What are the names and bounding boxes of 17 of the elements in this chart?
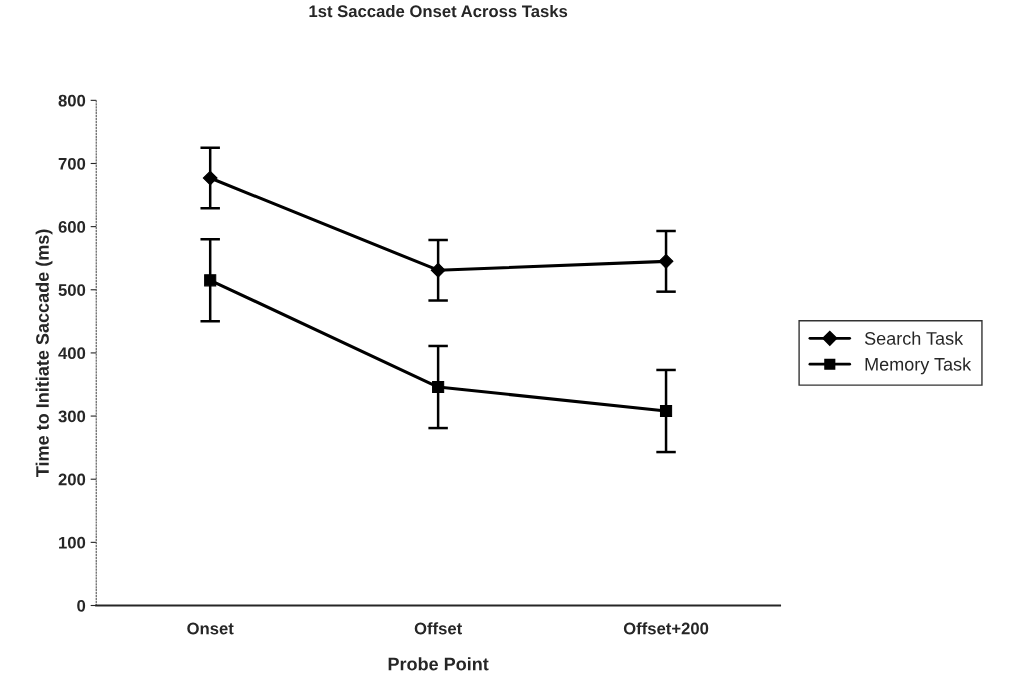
y-tick-label: 300 <box>58 410 86 423</box>
x-tick-label: Offset+200 <box>623 622 709 635</box>
y-tick-label: 500 <box>58 284 86 296</box>
y-axis-title: Time to Initiate Saccade (ms) <box>35 229 53 477</box>
y-tick-label: 100 <box>59 536 86 549</box>
legend-label: Memory Task <box>865 357 972 375</box>
x-tick-label: Offset <box>414 622 462 635</box>
y-tick-label: 700 <box>58 157 86 170</box>
y-tick-label: 800 <box>58 94 86 107</box>
x-axis-title: Probe Point <box>388 657 489 671</box>
chart-title: 1st Saccade Onset Across Tasks <box>309 4 568 18</box>
y-tick-label: 200 <box>58 473 86 486</box>
x-tick-label: Onset <box>187 622 234 635</box>
y-tick-label: 0 <box>77 599 86 612</box>
y-tick-label: 600 <box>58 221 86 233</box>
y-tick-label: 400 <box>58 347 86 360</box>
legend-label: Search Task <box>864 331 964 345</box>
